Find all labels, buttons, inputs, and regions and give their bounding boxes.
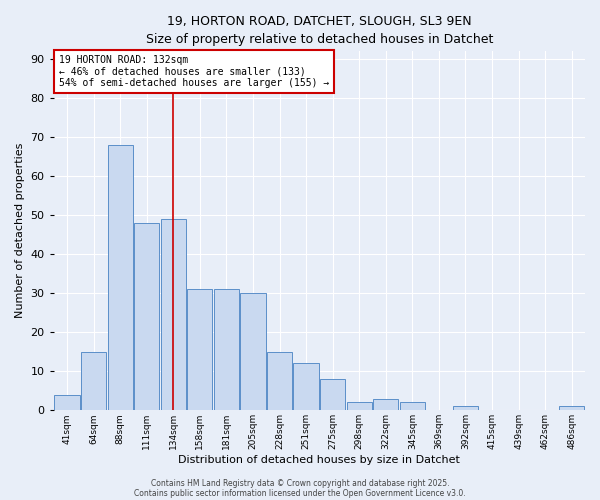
X-axis label: Distribution of detached houses by size in Datchet: Distribution of detached houses by size …: [178, 455, 460, 465]
Bar: [293, 364, 319, 410]
Bar: [134, 223, 160, 410]
Text: 19 HORTON ROAD: 132sqm
← 46% of detached houses are smaller (133)
54% of semi-de: 19 HORTON ROAD: 132sqm ← 46% of detached…: [59, 55, 329, 88]
Bar: [161, 219, 186, 410]
Bar: [559, 406, 584, 410]
Bar: [107, 145, 133, 410]
Text: Contains HM Land Registry data © Crown copyright and database right 2025.: Contains HM Land Registry data © Crown c…: [151, 478, 449, 488]
Bar: [55, 394, 80, 410]
Text: Contains public sector information licensed under the Open Government Licence v3: Contains public sector information licen…: [134, 488, 466, 498]
Title: 19, HORTON ROAD, DATCHET, SLOUGH, SL3 9EN
Size of property relative to detached : 19, HORTON ROAD, DATCHET, SLOUGH, SL3 9E…: [146, 15, 493, 46]
Bar: [453, 406, 478, 410]
Bar: [267, 352, 292, 410]
Y-axis label: Number of detached properties: Number of detached properties: [15, 143, 25, 318]
Bar: [187, 290, 212, 410]
Bar: [373, 398, 398, 410]
Bar: [400, 402, 425, 410]
Bar: [214, 290, 239, 410]
Bar: [81, 352, 106, 410]
Bar: [347, 402, 372, 410]
Bar: [241, 293, 266, 410]
Bar: [320, 379, 345, 410]
